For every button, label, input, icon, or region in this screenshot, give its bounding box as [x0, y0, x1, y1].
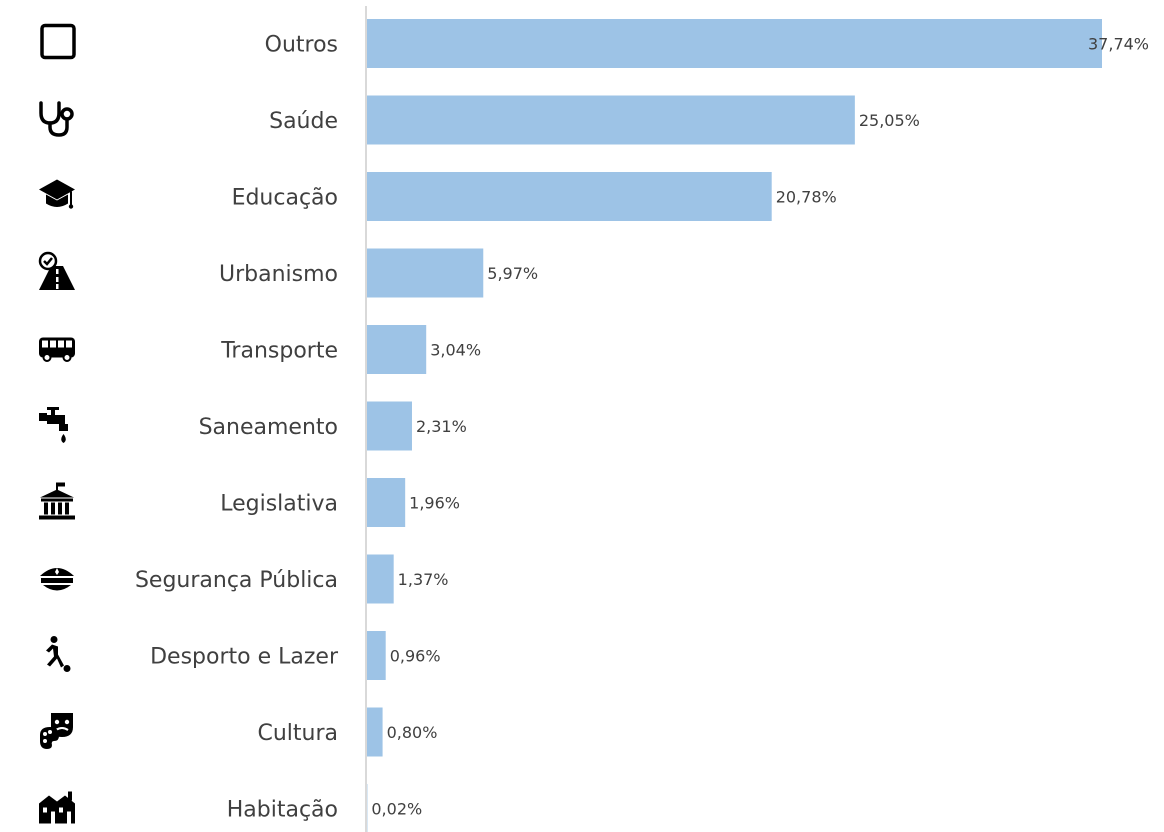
- data-label: 20,78%: [776, 188, 837, 207]
- category-label: Saneamento: [199, 415, 338, 440]
- category-label: Transporte: [220, 339, 338, 364]
- bars: [367, 19, 1102, 832]
- bus-icon: [39, 337, 75, 362]
- category-label: Cultura: [257, 721, 338, 746]
- category-labels: Outros Saúde Educação Urbanismo Transporte Sa…: [135, 33, 339, 823]
- soccer-player-icon: [46, 636, 71, 672]
- bar-segurança-pública: [367, 554, 394, 604]
- bar-legislativa: [367, 478, 406, 527]
- data-label: 1,96%: [409, 494, 460, 513]
- bar-saúde: [367, 95, 855, 145]
- graduation-cap-icon: [39, 179, 75, 209]
- bar-desporto-e-lazer: [367, 631, 386, 680]
- category-label: Habitação: [227, 798, 338, 823]
- data-label: 5,97%: [487, 264, 538, 283]
- data-labels: 37,74% 25,05% 20,78% 5,97% 3,04% 2,31% 1,96% 1,…: [371, 35, 1149, 819]
- data-label: 25,05%: [859, 111, 920, 130]
- road-icon: [38, 251, 75, 290]
- category-label: Legislativa: [220, 492, 338, 517]
- bar-urbanismo: [367, 248, 484, 298]
- category-icons: [38, 23, 76, 824]
- faucet-icon: [39, 407, 68, 443]
- bar-transporte: [367, 325, 427, 374]
- stethoscope-icon: [39, 101, 74, 137]
- bar-cultura: [367, 707, 383, 757]
- square-outline-icon: [40, 23, 76, 60]
- category-label: Saúde: [269, 109, 338, 134]
- data-label: 0,80%: [387, 723, 438, 742]
- police-cap-icon: [40, 568, 74, 591]
- data-label: 0,96%: [390, 647, 441, 666]
- data-label: 0,02%: [371, 800, 422, 819]
- category-label: Outros: [265, 33, 338, 58]
- theater-palette-icon: [40, 713, 73, 749]
- houses-icon: [39, 791, 75, 824]
- bar-educação: [367, 172, 772, 221]
- data-label: 37,74%: [1088, 35, 1149, 54]
- category-label: Urbanismo: [219, 262, 338, 287]
- category-label: Desporto e Lazer: [150, 645, 339, 670]
- data-label: 1,37%: [398, 570, 449, 589]
- category-label: Educação: [232, 186, 338, 211]
- bar-outros: [367, 19, 1102, 68]
- government-building-icon: [39, 482, 75, 520]
- data-label: 2,31%: [416, 417, 467, 436]
- bar-saneamento: [367, 401, 412, 451]
- category-label: Segurança Pública: [135, 568, 338, 593]
- data-label: 3,04%: [430, 341, 481, 360]
